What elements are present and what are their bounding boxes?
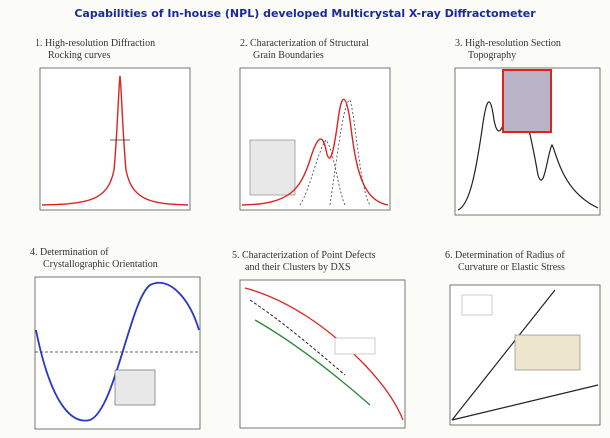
panel-heading: Rocking curves: [48, 50, 111, 61]
panel-heading: 1. High-resolution Diffraction: [35, 38, 155, 49]
dxs-curve: [244, 287, 404, 421]
fit-line: [451, 384, 599, 421]
inset-schematic: [249, 139, 296, 196]
plot-frame: [39, 67, 191, 211]
fit-line: [451, 289, 556, 421]
legend-box: [461, 294, 493, 316]
dxs-curve: [249, 299, 346, 376]
dxs-curve: [254, 319, 371, 406]
panel-heading: 5. Characterization of Point Defects: [232, 250, 376, 261]
panel-heading: Curvature or Elastic Stress: [458, 262, 565, 273]
inset-schematic: [514, 334, 581, 371]
orientation-curve: [35, 282, 200, 422]
panel-heading: Topography: [468, 50, 516, 61]
panel-heading: Crystallographic Orientation: [43, 259, 158, 270]
panel-heading: 4. Determination of: [30, 247, 109, 258]
plot-frame: [239, 279, 406, 429]
panel-heading: 3. High-resolution Section: [455, 38, 561, 49]
panel-heading: 6. Determination of Radius of: [445, 250, 565, 261]
panel-heading: Grain Boundaries: [253, 50, 324, 61]
inset-schematic: [114, 369, 156, 406]
panel-heading: 2. Characterization of Structural: [240, 38, 369, 49]
annotation-box: [334, 337, 376, 355]
rocking-curve: [241, 98, 389, 206]
panel-heading: and their Clusters by DXS: [245, 262, 351, 273]
fit-components: [299, 99, 371, 206]
topograph-inset: [502, 69, 552, 133]
rocking-curve: [41, 75, 189, 206]
plot-frame: [34, 276, 201, 430]
slide-title: Capabilities of In-house (NPL) developed…: [74, 7, 536, 20]
